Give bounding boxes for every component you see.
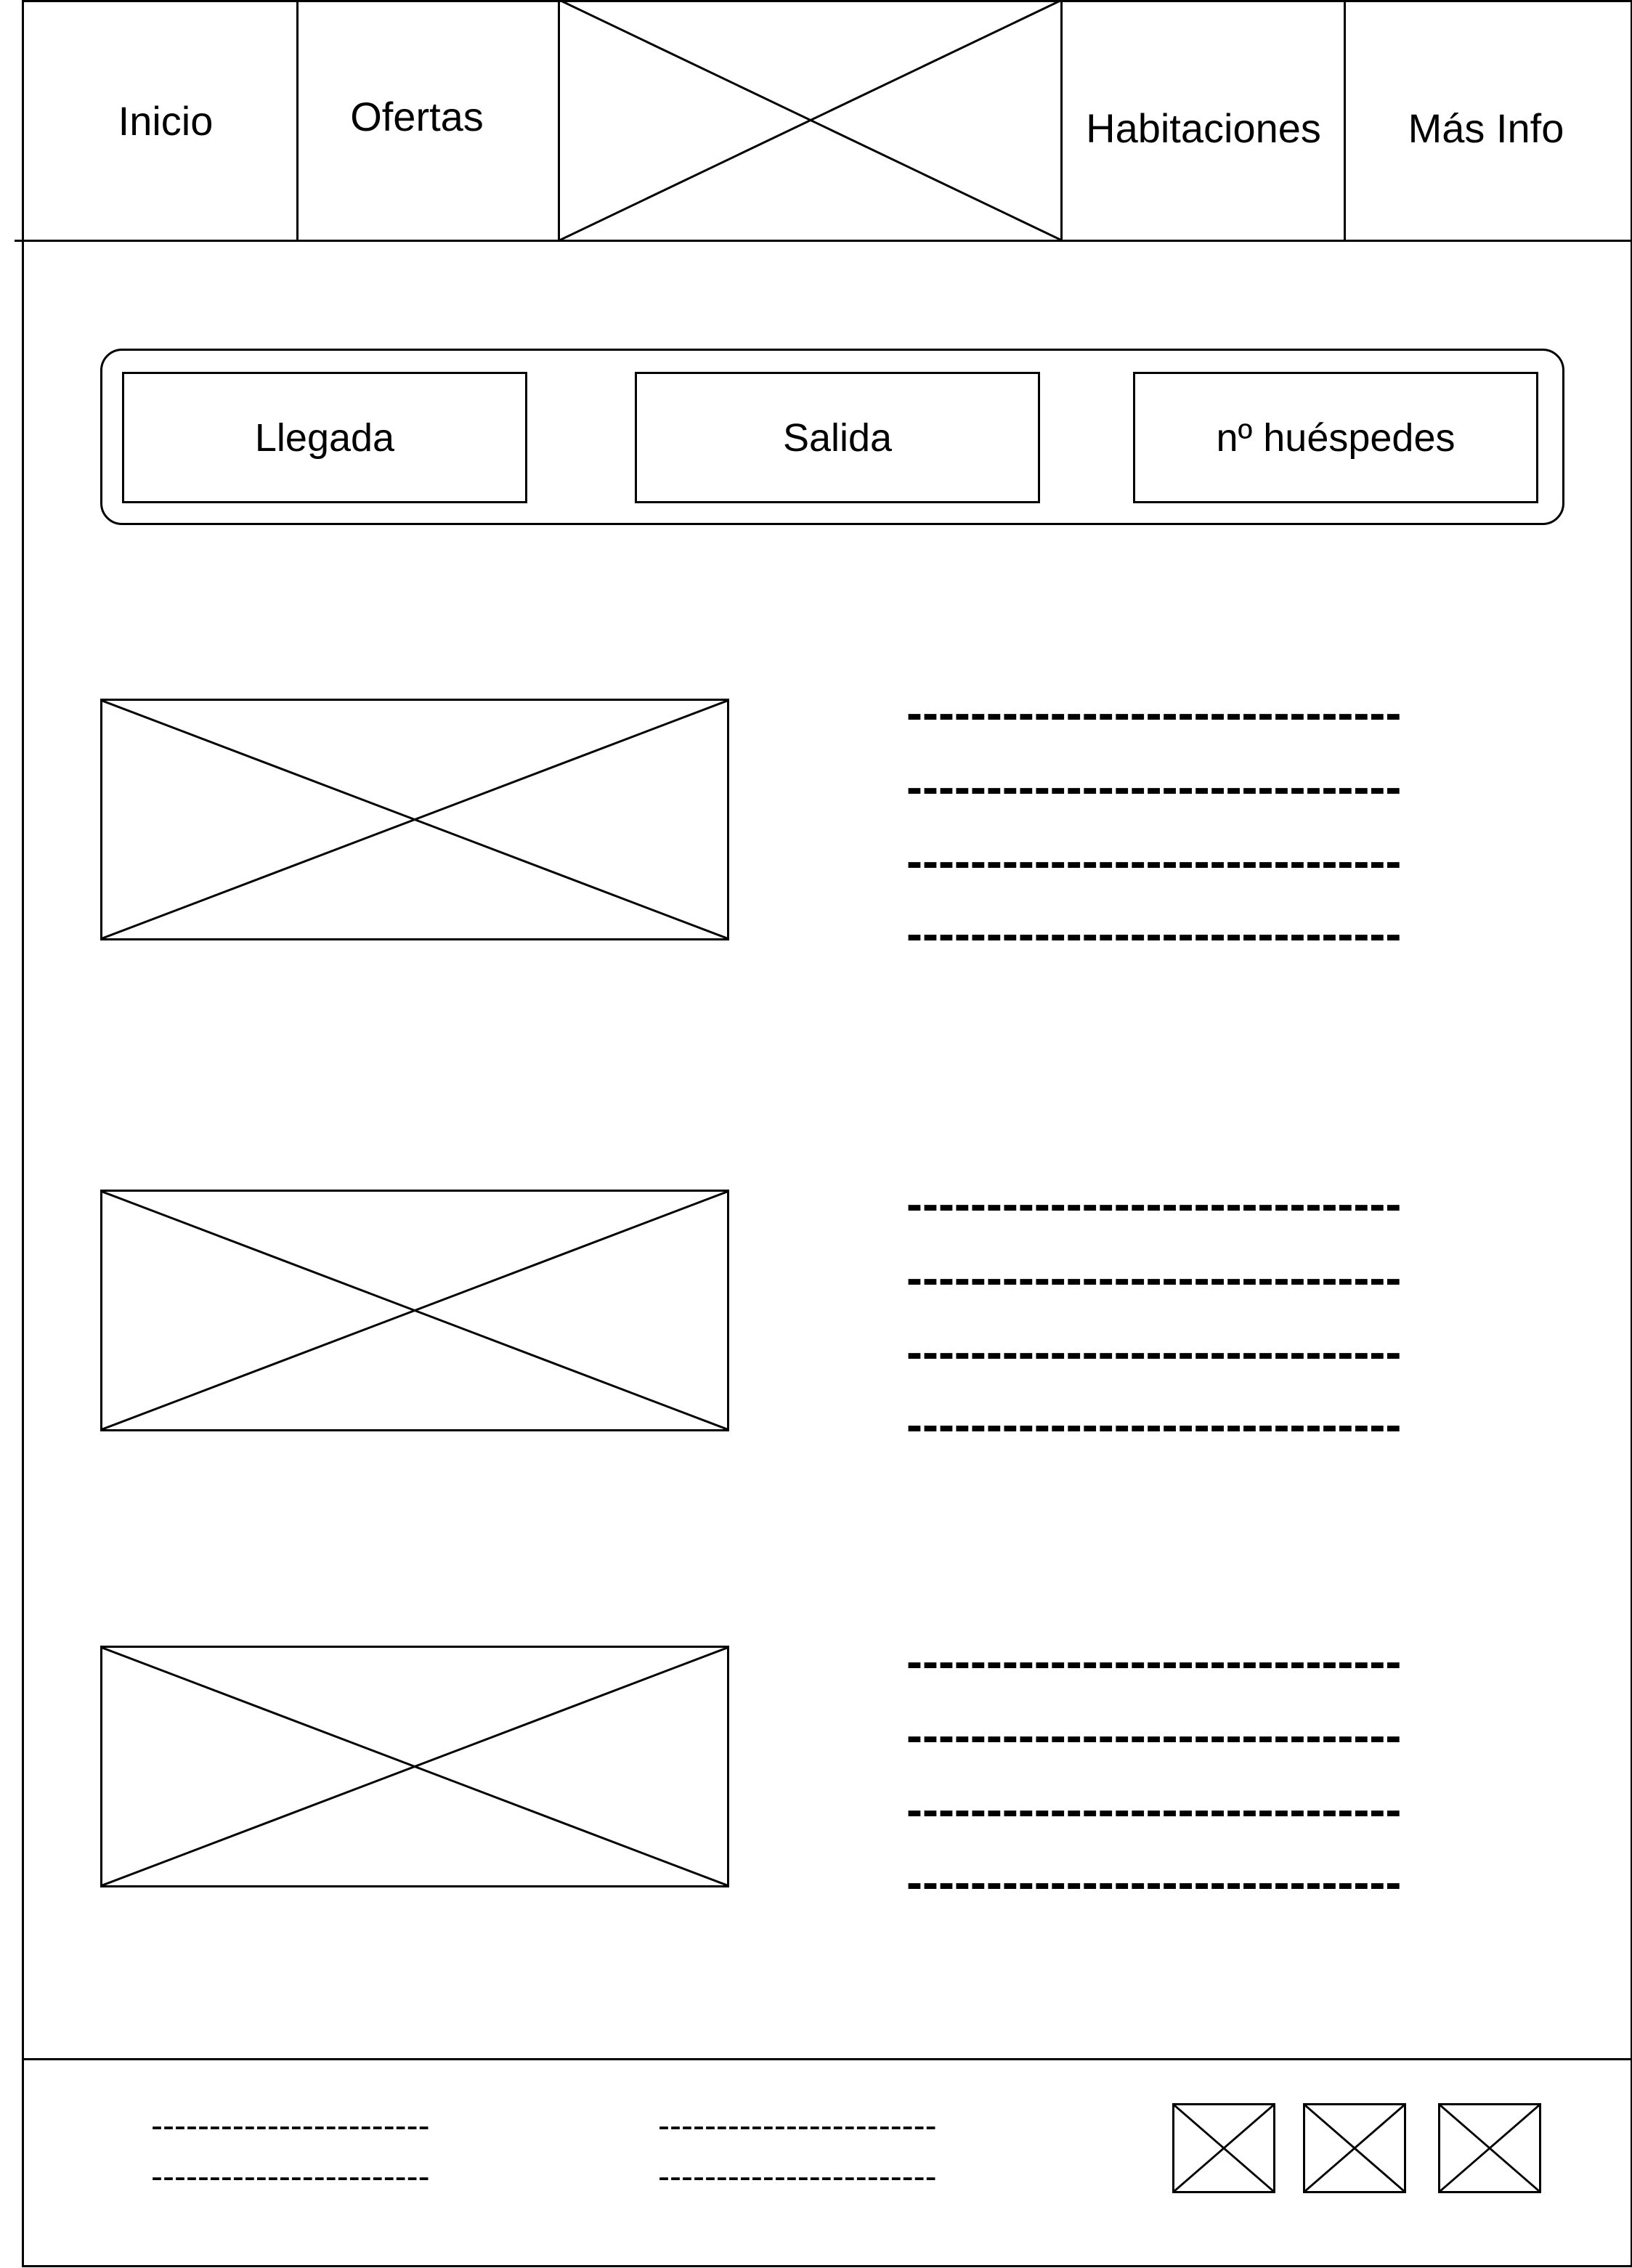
booking-bar — [100, 349, 1564, 525]
arrival-date-label: Llegada — [254, 415, 395, 460]
nav-divider — [296, 0, 299, 240]
room-description-line: ------------------------------- — [906, 763, 1402, 810]
arrival-date-field[interactable]: Llegada — [122, 372, 527, 503]
nav-divider — [1344, 0, 1346, 240]
social-icon-placeholder[interactable] — [1438, 2103, 1541, 2193]
guests-field[interactable]: nº huéspedes — [1133, 372, 1538, 503]
room-image-placeholder[interactable] — [100, 699, 729, 940]
image-placeholder-icon — [1305, 2105, 1404, 2191]
footer-text-line: ------------------------ — [151, 2109, 430, 2144]
nav-item-mas-info[interactable]: Más Info — [1408, 105, 1564, 151]
page-frame — [22, 0, 1632, 2267]
image-placeholder-icon — [1440, 2105, 1539, 2191]
footer-text-line: ------------------------ — [658, 2160, 937, 2195]
image-placeholder-icon — [102, 701, 727, 938]
footer-top-divider — [22, 2058, 1632, 2060]
guests-label: nº huéspedes — [1216, 415, 1456, 460]
room-description-line: ------------------------------- — [906, 1637, 1402, 1685]
room-description-line: ------------------------------- — [906, 1253, 1402, 1301]
room-description-line: ------------------------------- — [906, 837, 1402, 885]
nav-item-inicio[interactable]: Inicio — [118, 98, 214, 144]
room-description-line: ------------------------------- — [906, 688, 1402, 736]
social-icon-placeholder[interactable] — [1172, 2103, 1275, 2193]
room-description-line: ------------------------------- — [906, 1179, 1402, 1227]
image-placeholder-icon — [559, 0, 1062, 240]
nav-divider — [558, 0, 560, 240]
room-description-line: ------------------------------- — [906, 1711, 1402, 1759]
footer-text-line: ------------------------ — [658, 2109, 937, 2144]
room-description-line: ------------------------------- — [906, 909, 1402, 957]
image-placeholder-icon — [102, 1192, 727, 1429]
nav-item-ofertas[interactable]: Ofertas — [350, 94, 484, 139]
image-placeholder-icon — [102, 1648, 727, 1885]
social-icon-placeholder[interactable] — [1303, 2103, 1406, 2193]
logo-image-placeholder[interactable] — [559, 0, 1062, 240]
room-description-line: ------------------------------- — [906, 1400, 1402, 1448]
nav-divider — [1060, 0, 1063, 240]
room-description-line: ------------------------------- — [906, 1328, 1402, 1375]
header-bottom-divider — [15, 240, 1632, 242]
nav-item-habitaciones[interactable]: Habitaciones — [1086, 105, 1321, 151]
departure-date-field[interactable]: Salida — [635, 372, 1040, 503]
room-description-line: ------------------------------- — [906, 1858, 1402, 1906]
footer-text-line: ------------------------ — [151, 2160, 430, 2195]
room-description-line: ------------------------------- — [906, 1785, 1402, 1833]
departure-date-label: Salida — [782, 415, 893, 460]
room-image-placeholder[interactable] — [100, 1646, 729, 1887]
image-placeholder-icon — [1174, 2105, 1273, 2191]
room-image-placeholder[interactable] — [100, 1190, 729, 1431]
